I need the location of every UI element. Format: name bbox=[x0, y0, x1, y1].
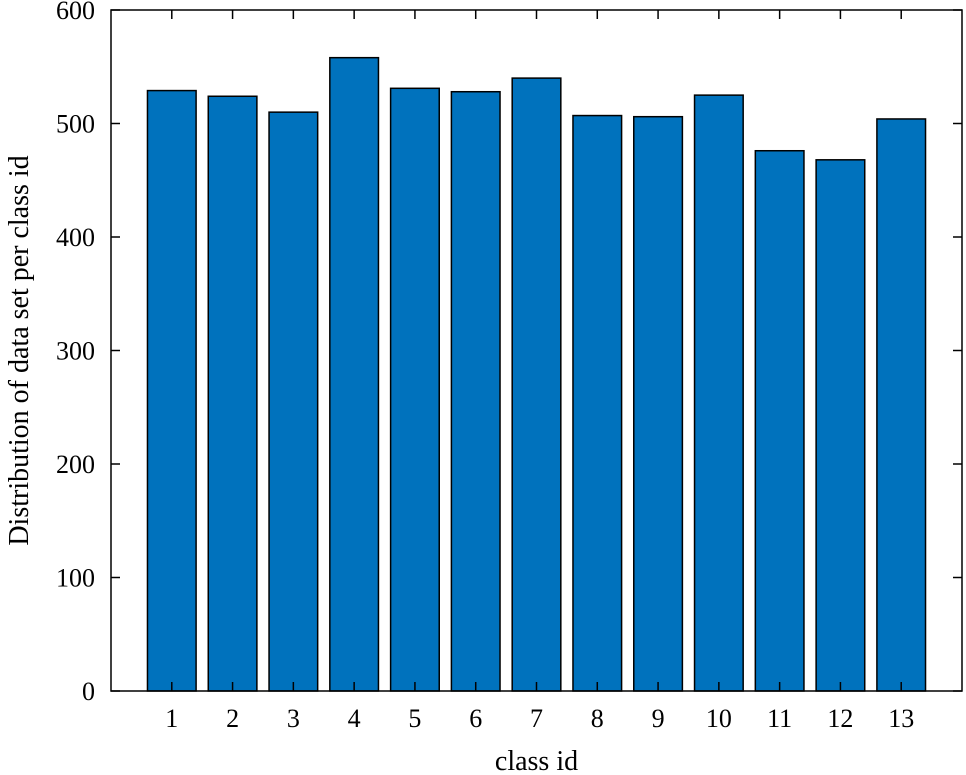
x-tick-label: 11 bbox=[767, 704, 792, 733]
x-tick-label: 4 bbox=[348, 704, 361, 733]
x-tick-label: 3 bbox=[287, 704, 300, 733]
x-tick-label: 7 bbox=[530, 704, 543, 733]
bar-4 bbox=[329, 56, 380, 692]
bar-8 bbox=[572, 114, 623, 692]
x-tick-label: 6 bbox=[469, 704, 482, 733]
bar-7 bbox=[511, 77, 562, 692]
bar-11 bbox=[754, 149, 805, 692]
y-tick-label: 100 bbox=[56, 564, 95, 593]
bar-5 bbox=[389, 87, 440, 692]
bar-1 bbox=[146, 89, 197, 692]
x-tick-label: 12 bbox=[827, 704, 853, 733]
y-axis: 0 100 200 300 400 500 600 bbox=[56, 0, 962, 706]
bars-group bbox=[146, 56, 927, 692]
x-tick-label: 2 bbox=[226, 704, 239, 733]
x-tick-label: 10 bbox=[706, 704, 732, 733]
x-tick-label: 1 bbox=[165, 704, 178, 733]
y-tick-label: 400 bbox=[56, 223, 95, 252]
bar-12 bbox=[815, 159, 866, 692]
y-axis-title: Distribution of data set per class id bbox=[4, 155, 35, 545]
x-tick-label: 13 bbox=[888, 704, 914, 733]
x-axis: 1 2 3 4 5 6 7 8 9 10 11 12 13 bbox=[165, 10, 914, 733]
bar-10 bbox=[693, 94, 744, 692]
x-tick-label: 9 bbox=[652, 704, 665, 733]
bar-2 bbox=[207, 95, 258, 692]
y-tick-label: 600 bbox=[56, 0, 95, 25]
bar-6 bbox=[450, 90, 501, 692]
bar-3 bbox=[268, 111, 319, 692]
x-tick-label: 5 bbox=[408, 704, 421, 733]
bar-13 bbox=[876, 118, 927, 692]
x-tick-label: 8 bbox=[591, 704, 604, 733]
x-axis-title: class id bbox=[495, 746, 578, 775]
bar-9 bbox=[633, 115, 684, 692]
y-tick-label: 200 bbox=[56, 450, 95, 479]
y-tick-label: 0 bbox=[82, 677, 95, 706]
y-tick-label: 500 bbox=[56, 110, 95, 139]
y-tick-label: 300 bbox=[56, 337, 95, 366]
